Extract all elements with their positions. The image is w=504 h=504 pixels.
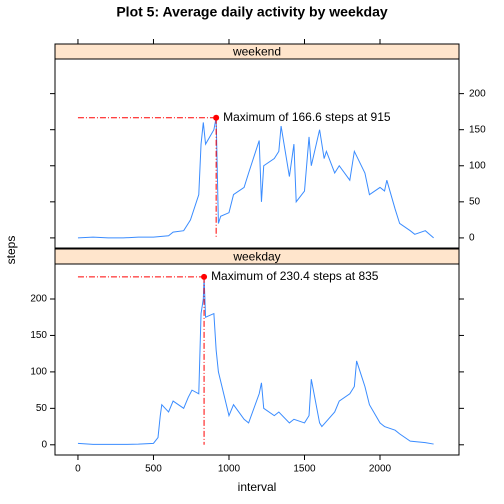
strip-label: weekday [232, 250, 280, 264]
strip-label: weekend [232, 45, 281, 59]
x-tick-label: 500 [145, 464, 162, 475]
panel-frame [54, 263, 460, 456]
annotation: Maximum of 230.4 steps at 835 [211, 269, 379, 283]
y-tick-label: 150 [469, 124, 486, 135]
x-tick-label: 1000 [218, 464, 241, 475]
y-tick-label: 0 [469, 233, 475, 244]
x-tick-label: 0 [75, 464, 81, 475]
max-point [213, 114, 220, 121]
x-tick-label: 2000 [369, 464, 392, 475]
x-axis-title: interval [238, 480, 277, 494]
series-line [77, 276, 434, 445]
y-tick-label: 50 [469, 196, 481, 207]
y-tick-label: 200 [469, 88, 486, 99]
max-point [201, 273, 208, 280]
y-tick-label: 100 [469, 160, 486, 171]
y-tick-label: 150 [30, 330, 47, 341]
x-tick-label: 1500 [293, 464, 316, 475]
y-tick-label: 100 [30, 367, 47, 378]
annotation: Maximum of 166.6 steps at 915 [223, 110, 391, 124]
y-tick-label: 0 [41, 439, 47, 450]
chart-title: Plot 5: Average daily activity by weekda… [116, 4, 388, 20]
y-tick-label: 50 [36, 403, 48, 414]
panel-frame [54, 58, 460, 249]
y-axis-title: steps [4, 236, 18, 265]
series-line [77, 117, 434, 239]
y-tick-label: 200 [30, 294, 47, 305]
